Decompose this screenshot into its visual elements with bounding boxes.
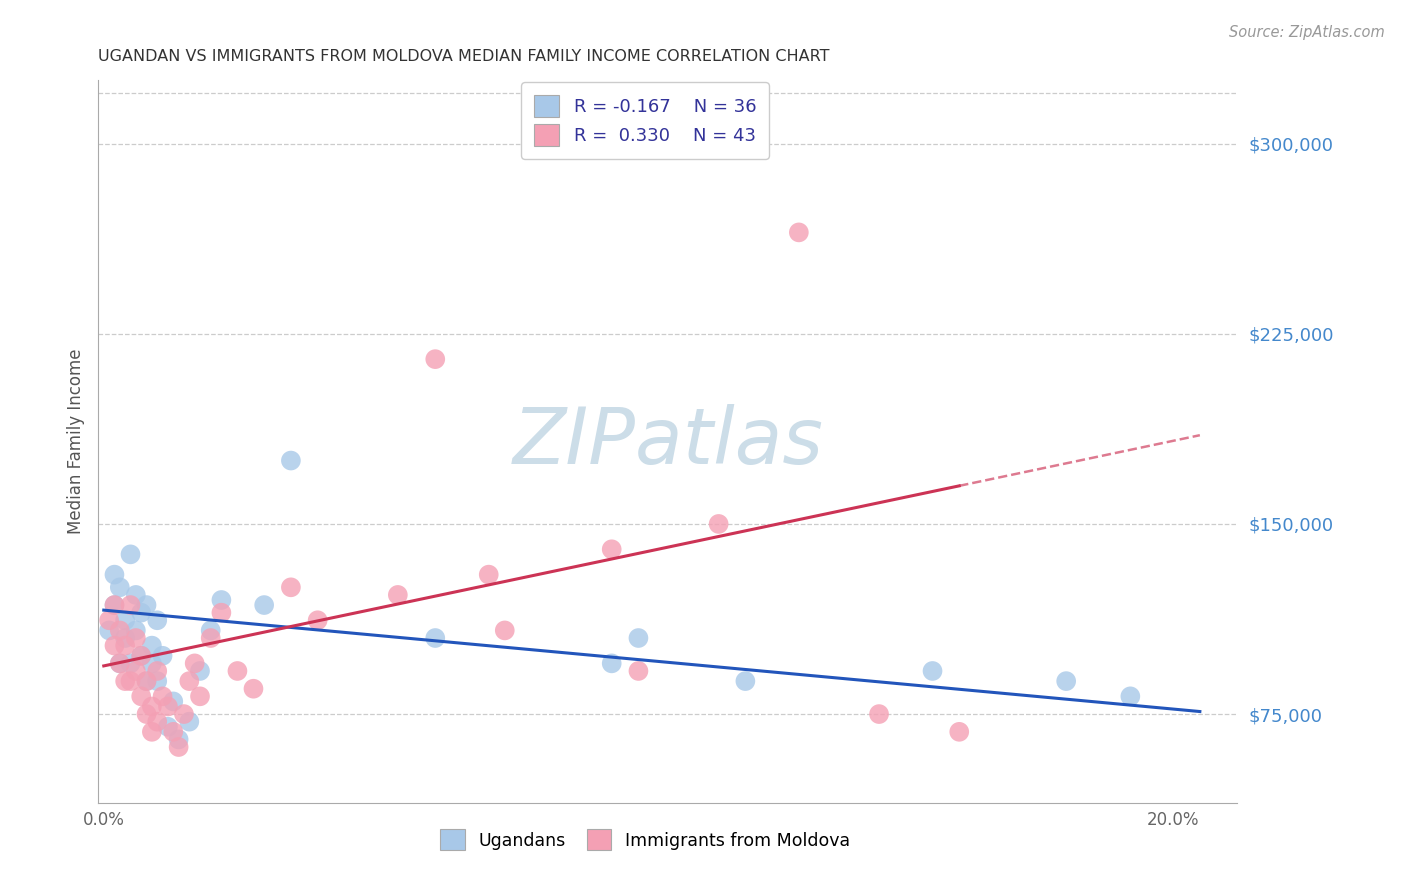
Text: UGANDAN VS IMMIGRANTS FROM MOLDOVA MEDIAN FAMILY INCOME CORRELATION CHART: UGANDAN VS IMMIGRANTS FROM MOLDOVA MEDIA… bbox=[98, 49, 830, 64]
Point bbox=[125, 664, 148, 678]
Point bbox=[141, 699, 163, 714]
Point bbox=[1119, 690, 1142, 704]
Point bbox=[103, 567, 125, 582]
Point bbox=[179, 714, 201, 729]
Point bbox=[167, 732, 190, 747]
Point bbox=[921, 664, 943, 678]
Point bbox=[141, 639, 163, 653]
Point bbox=[787, 226, 810, 240]
Point bbox=[135, 674, 157, 689]
Point bbox=[129, 648, 152, 663]
Point bbox=[734, 674, 756, 689]
Point bbox=[120, 598, 142, 612]
Point bbox=[425, 631, 447, 645]
Point bbox=[494, 624, 516, 638]
Point bbox=[146, 664, 169, 678]
Point bbox=[103, 598, 125, 612]
Point bbox=[600, 657, 623, 671]
Point bbox=[114, 631, 136, 645]
Point bbox=[156, 699, 179, 714]
Point bbox=[129, 648, 152, 663]
Point bbox=[156, 720, 179, 734]
Point bbox=[98, 613, 121, 627]
Point bbox=[226, 664, 249, 678]
Point bbox=[280, 580, 302, 594]
Point bbox=[188, 664, 211, 678]
Point bbox=[108, 657, 131, 671]
Point bbox=[125, 588, 148, 602]
Point bbox=[948, 724, 970, 739]
Point bbox=[183, 657, 205, 671]
Point bbox=[141, 724, 163, 739]
Point bbox=[280, 453, 302, 467]
Point bbox=[108, 657, 131, 671]
Point bbox=[98, 624, 121, 638]
Point bbox=[125, 631, 148, 645]
Point bbox=[478, 567, 501, 582]
Point bbox=[179, 674, 201, 689]
Point bbox=[387, 588, 409, 602]
Point bbox=[141, 657, 163, 671]
Y-axis label: Median Family Income: Median Family Income bbox=[66, 349, 84, 534]
Point bbox=[103, 639, 125, 653]
Point bbox=[200, 624, 222, 638]
Point bbox=[188, 690, 211, 704]
Point bbox=[135, 674, 157, 689]
Point bbox=[135, 707, 157, 722]
Point bbox=[162, 724, 184, 739]
Point bbox=[200, 631, 222, 645]
Point bbox=[135, 598, 157, 612]
Point bbox=[108, 624, 131, 638]
Point bbox=[173, 707, 195, 722]
Point bbox=[114, 639, 136, 653]
Point bbox=[627, 631, 650, 645]
Point bbox=[253, 598, 276, 612]
Point bbox=[209, 593, 232, 607]
Point bbox=[120, 674, 142, 689]
Point bbox=[120, 657, 142, 671]
Text: Source: ZipAtlas.com: Source: ZipAtlas.com bbox=[1229, 25, 1385, 40]
Point bbox=[242, 681, 264, 696]
Point bbox=[707, 516, 730, 531]
Point bbox=[103, 598, 125, 612]
Point bbox=[146, 714, 169, 729]
Point bbox=[114, 674, 136, 689]
Point bbox=[600, 542, 623, 557]
Point bbox=[108, 580, 131, 594]
Point bbox=[425, 352, 447, 367]
Point bbox=[1054, 674, 1077, 689]
Point bbox=[146, 674, 169, 689]
Text: ZIPatlas: ZIPatlas bbox=[512, 403, 824, 480]
Point bbox=[627, 664, 650, 678]
Point bbox=[307, 613, 329, 627]
Point bbox=[125, 624, 148, 638]
Point bbox=[114, 613, 136, 627]
Legend: Ugandans, Immigrants from Moldova: Ugandans, Immigrants from Moldova bbox=[432, 821, 859, 859]
Point bbox=[868, 707, 890, 722]
Point bbox=[209, 606, 232, 620]
Point bbox=[120, 547, 142, 561]
Point bbox=[146, 613, 169, 627]
Point bbox=[162, 694, 184, 708]
Point bbox=[129, 606, 152, 620]
Point bbox=[167, 739, 190, 754]
Point bbox=[129, 690, 152, 704]
Point bbox=[152, 648, 174, 663]
Point bbox=[152, 690, 174, 704]
